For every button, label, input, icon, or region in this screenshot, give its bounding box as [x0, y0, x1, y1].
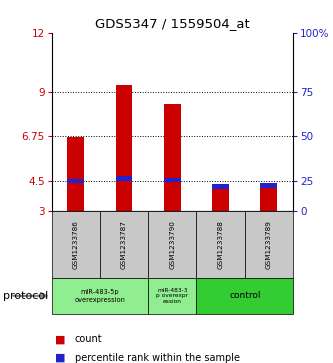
Bar	[52, 211, 100, 278]
Text: percentile rank within the sample: percentile rank within the sample	[75, 352, 240, 363]
Bar	[260, 183, 277, 188]
Bar	[196, 278, 293, 314]
Bar	[148, 211, 196, 278]
Bar	[67, 138, 84, 211]
Bar	[100, 211, 148, 278]
Title: GDS5347 / 1559504_at: GDS5347 / 1559504_at	[95, 17, 250, 30]
Text: GSM1233787: GSM1233787	[121, 220, 127, 269]
Bar	[116, 176, 133, 181]
Bar	[245, 211, 293, 278]
Text: GSM1233788: GSM1233788	[217, 220, 224, 269]
Text: GSM1233789: GSM1233789	[266, 220, 272, 269]
Bar	[164, 104, 181, 211]
Bar	[52, 278, 148, 314]
Bar	[67, 179, 84, 183]
Text: protocol: protocol	[3, 291, 49, 301]
Text: ■: ■	[55, 334, 66, 344]
Bar	[164, 178, 181, 182]
Bar	[196, 211, 245, 278]
Text: GSM1233790: GSM1233790	[169, 220, 175, 269]
Bar	[212, 184, 229, 211]
Text: miR-483-5p
overexpression: miR-483-5p overexpression	[75, 289, 125, 303]
Text: count: count	[75, 334, 103, 344]
Text: GSM1233786: GSM1233786	[73, 220, 79, 269]
Bar	[148, 278, 196, 314]
Text: ■: ■	[55, 352, 66, 363]
Bar	[260, 184, 277, 211]
Text: control: control	[229, 291, 260, 300]
Bar	[116, 85, 133, 211]
Text: miR-483-3
p overexpr
ession: miR-483-3 p overexpr ession	[156, 287, 188, 304]
Bar	[212, 184, 229, 189]
